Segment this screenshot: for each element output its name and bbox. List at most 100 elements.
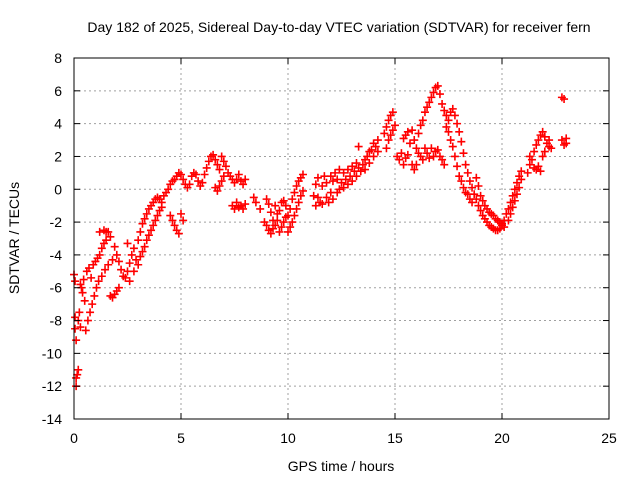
y-tick-label: 4 bbox=[54, 116, 62, 132]
data-point bbox=[403, 150, 412, 159]
data-point bbox=[408, 126, 417, 135]
data-point bbox=[504, 204, 513, 213]
data-point bbox=[86, 308, 95, 317]
data-point bbox=[262, 221, 271, 230]
data-point bbox=[455, 127, 464, 136]
data-point bbox=[410, 136, 419, 145]
data-point bbox=[230, 204, 239, 213]
data-point bbox=[459, 183, 468, 192]
x-tick-label: 20 bbox=[494, 430, 510, 446]
data-point bbox=[423, 149, 432, 158]
data-point bbox=[532, 140, 541, 149]
data-point bbox=[73, 370, 82, 379]
data-point bbox=[472, 173, 481, 182]
data-point bbox=[348, 177, 357, 186]
grid-lines bbox=[74, 58, 609, 419]
data-point bbox=[536, 167, 545, 176]
data-point bbox=[382, 122, 391, 131]
data-point bbox=[318, 181, 327, 190]
data-point bbox=[157, 203, 166, 212]
data-point bbox=[418, 155, 427, 164]
data-point bbox=[185, 180, 194, 189]
data-point bbox=[144, 231, 153, 240]
data-point bbox=[444, 127, 453, 136]
data-point bbox=[527, 155, 536, 164]
data-point bbox=[168, 216, 177, 225]
data-point bbox=[412, 160, 421, 169]
data-point bbox=[468, 183, 477, 192]
data-point bbox=[339, 183, 348, 192]
data-point bbox=[427, 93, 436, 102]
data-point bbox=[138, 247, 147, 256]
data-point bbox=[386, 131, 395, 140]
data-point bbox=[232, 175, 241, 184]
data-point bbox=[215, 165, 224, 174]
data-point bbox=[433, 81, 442, 90]
data-point bbox=[286, 223, 295, 232]
data-point bbox=[204, 157, 213, 166]
data-point bbox=[277, 223, 286, 232]
data-point bbox=[121, 273, 130, 282]
data-point bbox=[444, 116, 453, 125]
data-point bbox=[256, 204, 265, 213]
data-point bbox=[384, 136, 393, 145]
data-point bbox=[239, 204, 248, 213]
data-point bbox=[352, 172, 361, 181]
data-point bbox=[288, 195, 297, 204]
data-point bbox=[414, 129, 423, 138]
data-point bbox=[284, 227, 292, 236]
data-point bbox=[339, 168, 348, 177]
data-point bbox=[221, 162, 230, 171]
data-point bbox=[442, 111, 451, 120]
data-point bbox=[101, 265, 110, 274]
data-point bbox=[275, 227, 284, 236]
data-point bbox=[136, 227, 145, 236]
data-point bbox=[472, 195, 481, 204]
data-point bbox=[373, 147, 382, 156]
data-point bbox=[373, 136, 382, 145]
data-point bbox=[440, 160, 449, 169]
data-point bbox=[298, 186, 307, 195]
data-point bbox=[170, 221, 179, 230]
data-point bbox=[365, 159, 374, 168]
data-point bbox=[83, 316, 92, 325]
data-point bbox=[134, 236, 143, 245]
y-tick-label: -12 bbox=[42, 378, 62, 394]
data-point bbox=[104, 227, 113, 236]
data-point bbox=[433, 145, 442, 154]
data-point bbox=[322, 178, 331, 187]
data-point bbox=[174, 229, 183, 238]
data-point bbox=[76, 323, 85, 332]
data-point bbox=[476, 191, 485, 200]
data-point bbox=[530, 147, 539, 156]
plot-frame bbox=[73, 57, 610, 420]
data-point bbox=[403, 127, 412, 136]
data-point bbox=[151, 216, 160, 225]
data-point bbox=[249, 193, 258, 202]
data-point bbox=[142, 236, 151, 245]
data-point bbox=[465, 177, 474, 186]
data-point bbox=[388, 126, 397, 135]
y-tick-label: -14 bbox=[42, 411, 62, 427]
data-point bbox=[288, 218, 297, 227]
data-point bbox=[540, 132, 549, 141]
data-point bbox=[281, 201, 290, 210]
data-point bbox=[371, 142, 380, 151]
data-point bbox=[177, 170, 185, 179]
data-point bbox=[97, 272, 106, 281]
data-point bbox=[309, 191, 318, 200]
data-point bbox=[313, 193, 322, 202]
data-point bbox=[562, 139, 571, 148]
data-point bbox=[367, 145, 376, 154]
y-tick-label: -8 bbox=[50, 313, 63, 329]
data-point bbox=[136, 252, 145, 261]
data-point bbox=[457, 177, 466, 186]
data-point bbox=[71, 277, 80, 286]
data-point bbox=[90, 291, 99, 300]
data-point bbox=[459, 149, 468, 158]
data-point bbox=[294, 198, 303, 207]
data-point bbox=[517, 175, 526, 184]
data-point bbox=[311, 201, 320, 210]
data-point bbox=[313, 173, 322, 182]
data-point bbox=[198, 178, 207, 187]
